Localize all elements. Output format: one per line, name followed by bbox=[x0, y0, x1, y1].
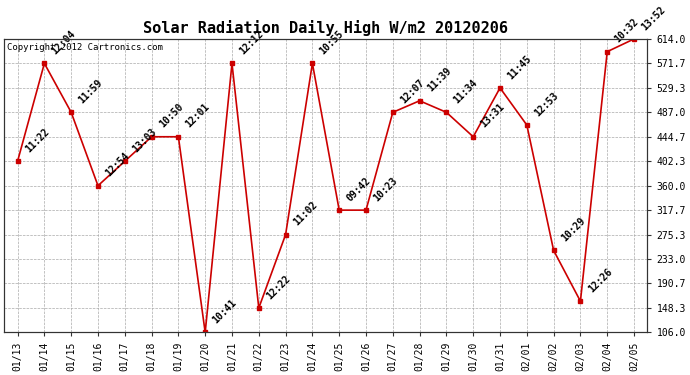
Text: 13:31: 13:31 bbox=[479, 102, 506, 130]
Text: 10:29: 10:29 bbox=[559, 216, 587, 243]
Text: 10:23: 10:23 bbox=[371, 176, 400, 203]
Text: Copyright 2012 Cartronics.com: Copyright 2012 Cartronics.com bbox=[8, 44, 164, 52]
Text: 12:07: 12:07 bbox=[398, 78, 426, 105]
Text: 11:34: 11:34 bbox=[452, 78, 480, 105]
Text: 12:01: 12:01 bbox=[184, 102, 212, 130]
Text: 11:39: 11:39 bbox=[425, 66, 453, 94]
Text: 12:12: 12:12 bbox=[237, 28, 266, 57]
Text: 12:53: 12:53 bbox=[533, 90, 560, 118]
Text: 13:03: 13:03 bbox=[130, 126, 158, 154]
Text: 12:04: 12:04 bbox=[50, 28, 78, 57]
Text: 10:50: 10:50 bbox=[157, 102, 185, 130]
Text: 12:54: 12:54 bbox=[104, 151, 131, 179]
Text: 10:32: 10:32 bbox=[613, 17, 640, 45]
Text: 12:22: 12:22 bbox=[264, 273, 292, 301]
Text: 11:22: 11:22 bbox=[23, 126, 51, 154]
Text: 10:55: 10:55 bbox=[318, 28, 346, 57]
Text: 11:02: 11:02 bbox=[291, 200, 319, 228]
Text: 09:42: 09:42 bbox=[345, 176, 373, 203]
Text: 10:41: 10:41 bbox=[210, 298, 239, 326]
Title: Solar Radiation Daily High W/m2 20120206: Solar Radiation Daily High W/m2 20120206 bbox=[144, 20, 509, 36]
Text: 12:26: 12:26 bbox=[586, 267, 614, 294]
Text: 13:52: 13:52 bbox=[640, 4, 667, 32]
Text: 11:59: 11:59 bbox=[77, 78, 105, 105]
Text: 11:45: 11:45 bbox=[506, 53, 533, 81]
